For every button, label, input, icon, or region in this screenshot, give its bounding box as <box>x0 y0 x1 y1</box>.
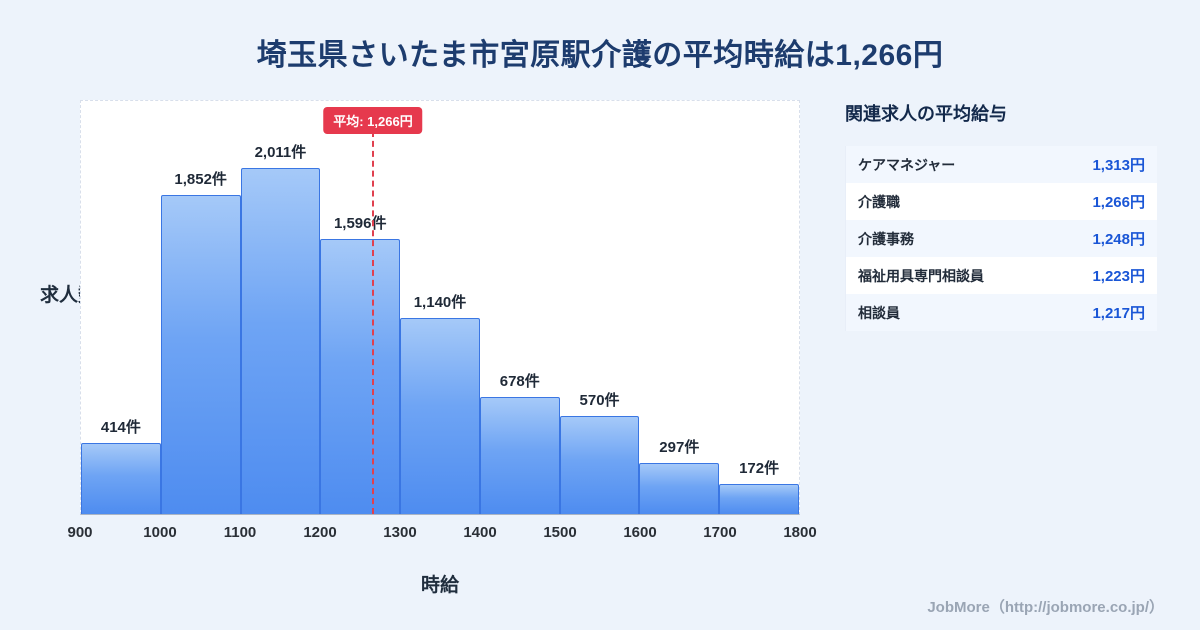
x-tick-label: 1000 <box>143 524 177 541</box>
histogram-bar <box>719 484 799 514</box>
page-title: 埼玉県さいたま市宮原駅介護の平均時給は1,266円 <box>256 39 944 72</box>
histogram-column: 297件 <box>639 101 720 514</box>
histogram-bars: 414件 1,852件 2,011件 1,596件 1,140件 678件 570件 297件… <box>81 101 799 514</box>
bar-value-label: 2,011件 <box>254 143 307 161</box>
average-line <box>371 131 374 514</box>
average-badge: 平均: 1,266円 <box>323 107 423 134</box>
x-tick-label: 1100 <box>223 524 257 541</box>
x-axis-label: 時給 <box>420 575 459 596</box>
histogram-column: 414件 <box>81 101 161 514</box>
job-wage-value: 1,266円 <box>1092 194 1145 211</box>
x-tick-label: 1400 <box>463 524 497 541</box>
histogram-column: 570件 <box>559 101 640 514</box>
histogram-bar <box>240 167 321 514</box>
job-title-label: 相談員 <box>858 304 900 321</box>
job-wage-value: 1,217円 <box>1092 305 1145 322</box>
job-title-label: 福祉用具専門相談員 <box>858 267 984 284</box>
salary-row: 介護職 1,266円 <box>846 183 1157 220</box>
x-tick-label: 1700 <box>703 524 737 541</box>
job-wage-value: 1,248円 <box>1092 231 1145 248</box>
job-title-label: 介護事務 <box>858 230 914 247</box>
job-wage-value: 1,313円 <box>1092 157 1145 174</box>
bar-value-label: 1,596件 <box>333 215 387 233</box>
x-tick-label: 1200 <box>303 524 337 541</box>
job-title-label: 介護職 <box>858 193 900 210</box>
related-jobs-panel: 関連求人の平均給与 ケアマネジャー 1,313円介護職 1,266円介護事務 1,24… <box>845 100 1157 331</box>
histogram-column: 2,011件 <box>240 101 321 514</box>
histogram-column: 678件 <box>479 101 560 514</box>
x-tick-label: 1600 <box>623 524 657 541</box>
x-tick-label: 1500 <box>543 524 577 541</box>
histogram-column: 1,852件 <box>160 101 241 514</box>
histogram-bar <box>160 195 241 514</box>
bar-value-label: 172件 <box>739 460 780 478</box>
salary-row: 福祉用具専門相談員 1,223円 <box>846 257 1157 294</box>
panel-title: 関連求人の平均給与 <box>845 104 1007 124</box>
histogram-column: 1,596件 <box>320 101 401 514</box>
bar-value-label: 297件 <box>659 438 700 456</box>
salary-row: 相談員 1,217円 <box>846 294 1157 331</box>
bar-value-label: 678件 <box>499 373 540 391</box>
bar-value-label: 1,140件 <box>413 293 467 311</box>
salary-table: ケアマネジャー 1,313円介護職 1,266円介護事務 1,248円福祉用具専門相談… <box>845 146 1157 331</box>
histogram-column: 172件 <box>719 101 799 514</box>
histogram-column: 1,140件 <box>400 101 480 514</box>
salary-row: 介護事務 1,248円 <box>846 220 1157 257</box>
x-axis-ticks: 900 1000 1100 1200 1300 1400 1500 1600 1700 1800 <box>67 524 816 544</box>
job-wage-value: 1,223円 <box>1092 268 1145 285</box>
histogram-bar <box>559 415 640 514</box>
footer-credit: JobMore（http://jobmore.co.jp/） <box>927 599 1164 616</box>
x-tick-label: 900 <box>67 524 93 541</box>
bar-value-label: 1,852件 <box>174 171 227 189</box>
histogram-bar <box>81 442 161 514</box>
histogram-bar <box>479 397 560 514</box>
salary-row: ケアマネジャー 1,313円 <box>846 146 1157 183</box>
x-tick-label: 1300 <box>383 524 417 541</box>
histogram-bar <box>400 317 480 514</box>
histogram-bar <box>639 462 720 514</box>
job-title-label: ケアマネジャー <box>858 156 956 173</box>
histogram-bar <box>320 239 401 514</box>
bar-value-label: 414件 <box>100 418 141 436</box>
x-tick-label: 1800 <box>783 524 817 541</box>
histogram-plot-area: 414件 1,852件 2,011件 1,596件 1,140件 678件 570件 297件… <box>80 100 800 515</box>
bar-value-label: 570件 <box>579 391 620 409</box>
